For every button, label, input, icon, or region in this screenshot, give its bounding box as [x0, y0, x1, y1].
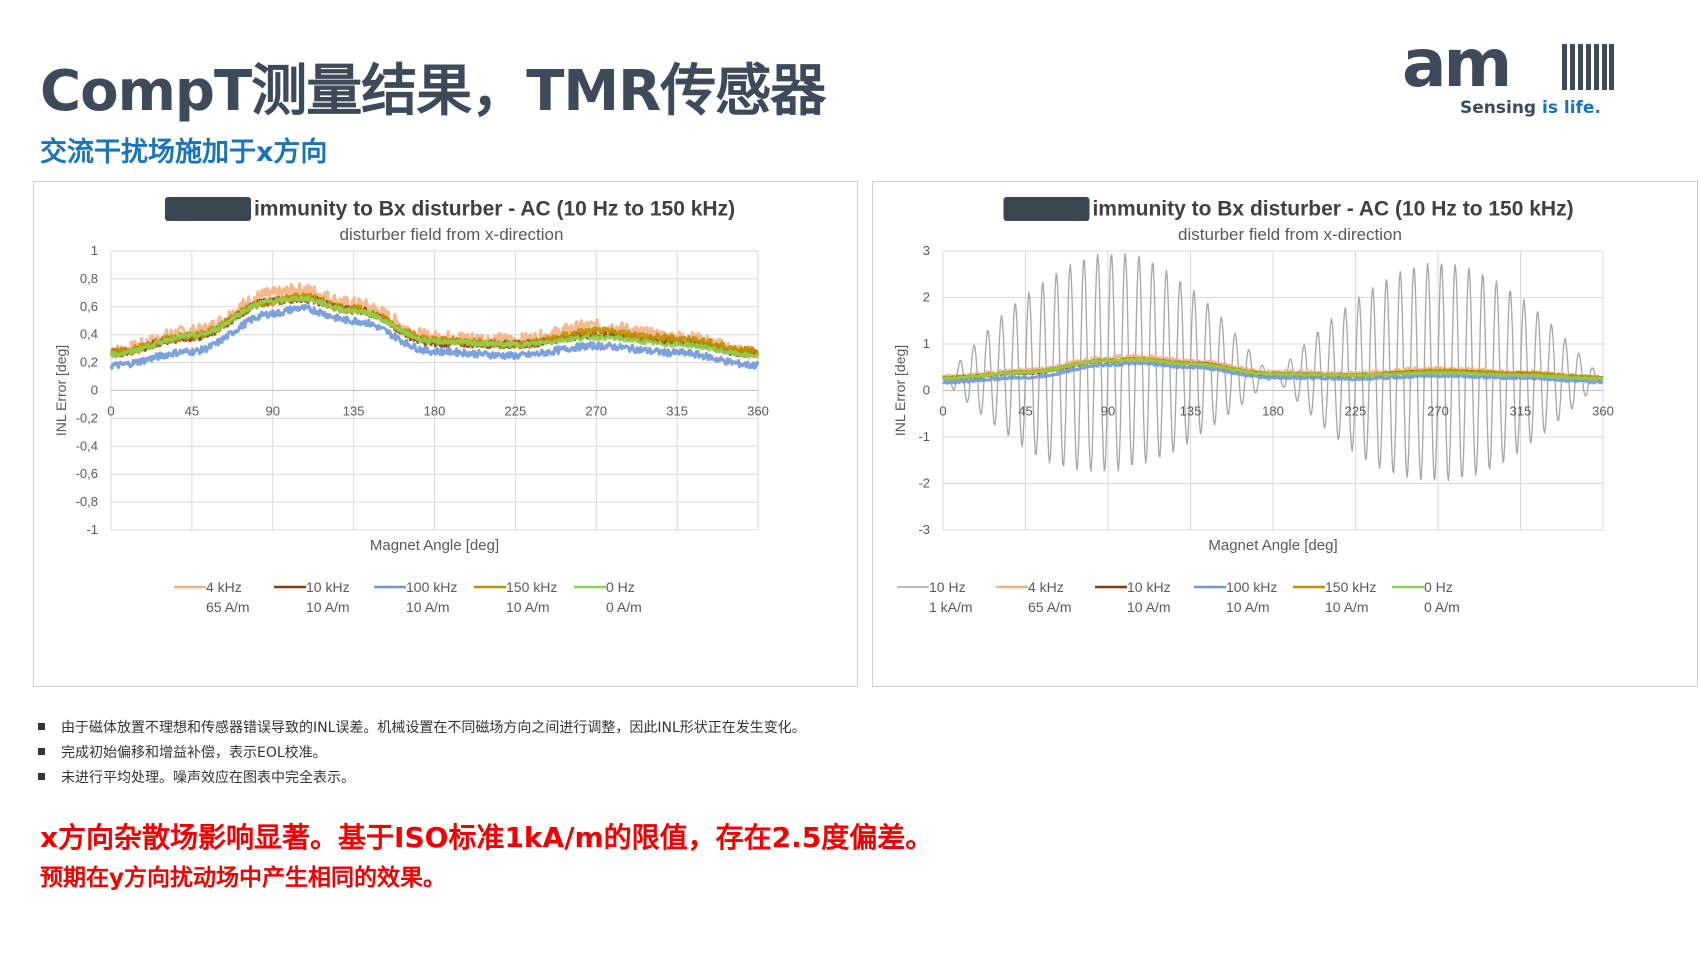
legend-label: 100 kHz: [406, 579, 457, 595]
legend-label: 150 kHz: [1325, 579, 1376, 595]
chart-title: immunity to Bx disturber - AC (10 Hz to …: [1092, 197, 1573, 220]
chart-title: immunity to Bx disturber - AC (10 Hz to …: [254, 197, 735, 220]
x-tick-label: 45: [1018, 404, 1032, 419]
x-tick-label: 90: [1101, 404, 1115, 419]
chart-title-group: immunity to Bx disturber - AC (10 Hz to …: [1003, 197, 1574, 244]
y-tick-label: 0: [91, 383, 98, 398]
x-tick-label: 180: [1262, 404, 1284, 419]
bullet-square-icon: [38, 747, 45, 755]
legend-label: 100 kHz: [1226, 579, 1277, 595]
note-item: 未进行平均处理。噪声效应在图表中完全表示。: [38, 766, 806, 791]
series-line-0-hz: [941, 357, 1604, 381]
legend-sublabel: 0 A/m: [1424, 599, 1460, 615]
y-tick-label: -3: [918, 522, 930, 537]
legend-label: 0 Hz: [1424, 579, 1453, 595]
y-tick-label: -0,4: [76, 438, 98, 453]
legend-sublabel: 10 A/m: [506, 599, 550, 615]
legend-label: 10 Hz: [929, 579, 966, 595]
x-tick-label: 225: [505, 404, 527, 419]
chart-subtitle: disturber field from x-direction: [1178, 225, 1402, 244]
legend-label: 10 kHz: [1127, 579, 1171, 595]
note-item: 由于磁体放置不理想和传感器错误导致的INL误差。机械设置在不同磁场方向之间进行调…: [38, 716, 806, 741]
chart-left-svg: immunity to Bx disturber - AC (10 Hz to …: [53, 197, 769, 615]
x-axis-title: Magnet Angle [deg]: [370, 537, 499, 554]
y-tick-label: 0,6: [80, 299, 98, 314]
y-tick-label: 0,8: [80, 271, 98, 286]
legend-label: 10 kHz: [306, 579, 350, 595]
note-item: 完成初始偏移和增益补偿，表示EOL校准。: [38, 741, 806, 766]
series-line-0-hz: [109, 295, 760, 359]
note-text: 完成初始偏移和增益补偿，表示EOL校准。: [61, 745, 327, 761]
bullet-square-icon: [38, 722, 45, 730]
note-text: 由于磁体放置不理想和传感器错误导致的INL误差。机械设置在不同磁场方向之间进行调…: [61, 720, 806, 736]
x-tick-label: 45: [185, 404, 199, 419]
x-tick-label: 225: [1345, 404, 1367, 419]
x-tick-label: 0: [939, 404, 946, 419]
chart-subtitle: disturber field from x-direction: [340, 225, 564, 244]
legend-sublabel: 65 A/m: [1028, 599, 1072, 615]
legend-label: 150 kHz: [506, 579, 557, 595]
y-tick-label: -1: [918, 429, 930, 444]
y-axis-title: INL Error [deg]: [53, 345, 69, 436]
legend-sublabel: 10 A/m: [1127, 599, 1171, 615]
page-title: CompT测量结果，TMR传感器: [40, 59, 826, 124]
x-tick-label: 360: [1592, 404, 1614, 419]
y-tick-label: 0,4: [80, 327, 98, 342]
legend-label: 0 Hz: [606, 579, 635, 595]
y-tick-label: 1: [923, 336, 930, 351]
y-tick-label: -1: [86, 522, 98, 537]
legend-sublabel: 1 kA/m: [929, 599, 973, 615]
legend-sublabel: 0 A/m: [606, 599, 642, 615]
y-tick-label: -0,8: [76, 494, 98, 509]
legend-label: 4 kHz: [206, 579, 242, 595]
y-axis-title: INL Error [deg]: [892, 345, 908, 436]
ams-logo: am Sensing is life.: [1400, 25, 1630, 127]
logo-wordmark: am: [1402, 25, 1512, 102]
y-tick-label: -0,6: [76, 466, 98, 481]
bullet-square-icon: [38, 772, 45, 780]
y-tick-label: 2: [923, 290, 930, 305]
x-tick-label: 90: [266, 404, 280, 419]
conclusion-line-2: 预期在y方向扰动场中产生相同的效果。: [40, 865, 446, 891]
x-tick-label: 135: [343, 404, 365, 419]
logo-tagline-b: is life.: [1542, 98, 1601, 118]
legend-sublabel: 65 A/m: [206, 599, 250, 615]
page-subtitle: 交流干扰场施加于x方向: [40, 137, 328, 168]
y-tick-label: 1: [91, 243, 98, 258]
legend-sublabel: 10 A/m: [1226, 599, 1270, 615]
x-tick-label: 180: [424, 404, 446, 419]
note-text: 未进行平均处理。噪声效应在图表中完全表示。: [61, 770, 355, 786]
y-tick-label: -2: [918, 476, 930, 491]
conclusion-line-1: x方向杂散场影响显著。基于ISO标准1kA/m的限值，存在2.5度偏差。: [40, 821, 934, 854]
chart-right-svg: immunity to Bx disturber - AC (10 Hz to …: [892, 197, 1614, 615]
legend-label: 4 kHz: [1028, 579, 1064, 595]
legend-sublabel: 10 A/m: [406, 599, 450, 615]
x-tick-label: 315: [1510, 404, 1532, 419]
legend-sublabel: 10 A/m: [306, 599, 350, 615]
redacted-label-box: [1003, 197, 1090, 221]
chart-title-group: immunity to Bx disturber - AC (10 Hz to …: [165, 197, 735, 244]
y-tick-label: 0: [923, 383, 930, 398]
x-tick-label: 360: [747, 404, 769, 419]
y-tick-label: 3: [923, 243, 930, 258]
legend-sublabel: 10 A/m: [1325, 599, 1369, 615]
logo-bars-icon: [1562, 44, 1614, 90]
logo-tagline-a: Sensing: [1460, 98, 1543, 118]
x-tick-label: 270: [1427, 404, 1449, 419]
y-tick-label: 0,2: [80, 355, 98, 370]
x-axis-title: Magnet Angle [deg]: [1208, 537, 1337, 554]
x-tick-label: 135: [1180, 404, 1202, 419]
x-tick-label: 0: [107, 404, 114, 419]
notes-list: 由于磁体放置不理想和传感器错误导致的INL误差。机械设置在不同磁场方向之间进行调…: [38, 716, 806, 791]
series-line-100-khz: [109, 303, 760, 370]
logo-tagline: Sensing is life.: [1460, 98, 1601, 118]
series-line-100-khz: [941, 360, 1604, 385]
x-tick-label: 270: [585, 404, 607, 419]
chart-left: immunity to Bx disturber - AC (10 Hz to …: [33, 181, 858, 687]
chart-right: immunity to Bx disturber - AC (10 Hz to …: [872, 181, 1698, 687]
redacted-label-box: [165, 197, 251, 221]
y-tick-label: -0,2: [76, 410, 98, 425]
x-tick-label: 315: [666, 404, 688, 419]
